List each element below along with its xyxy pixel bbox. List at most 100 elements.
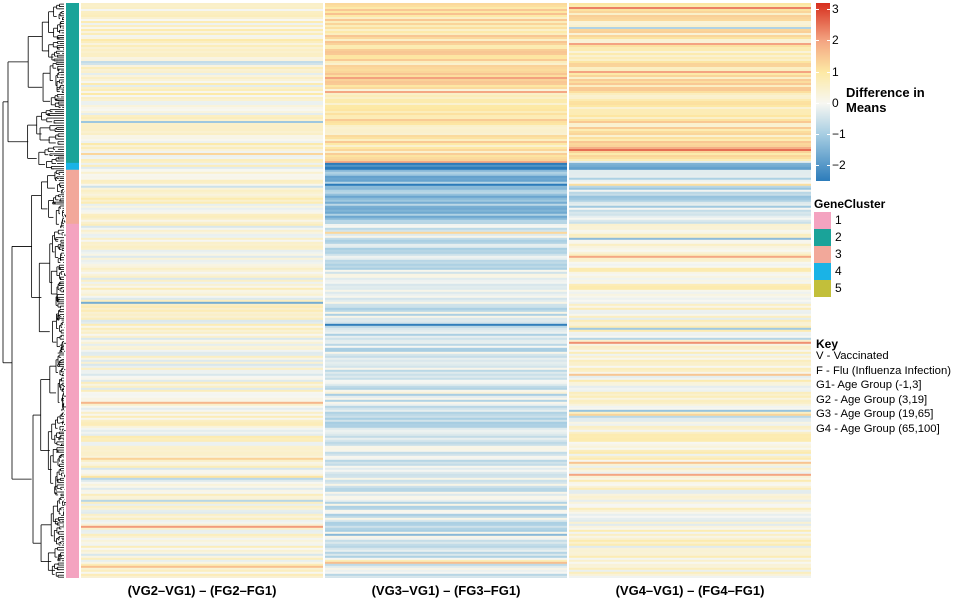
heatmap-cell [325, 119, 567, 122]
heatmap-cell [325, 164, 567, 168]
heatmap-cell [569, 37, 811, 40]
heatmap-cell [569, 111, 811, 114]
color-scale-step [816, 167, 830, 169]
heatmap-cell [569, 103, 811, 106]
heatmap-cell [81, 5, 323, 8]
gene-cluster-swatch [814, 229, 831, 246]
heatmap-cell [569, 379, 811, 383]
heatmap-cell [569, 107, 811, 110]
heatmap-cell [325, 175, 567, 179]
heatmap-cell [325, 445, 567, 449]
heatmap-cell [81, 295, 323, 299]
heatmap-cell [569, 463, 811, 467]
heatmap-cell [81, 339, 323, 343]
color-scale-step [816, 71, 830, 73]
heatmap-cell [81, 263, 323, 267]
heatmap-cell [569, 71, 811, 74]
heatmap-cell [569, 121, 811, 124]
heatmap-cell [81, 17, 323, 20]
heatmap-cell [569, 423, 811, 427]
heatmap-cell [81, 249, 323, 253]
color-scale-tick-label: −2 [832, 158, 846, 173]
heatmap-cell [569, 89, 811, 92]
heatmap-cell [569, 91, 811, 94]
heatmap-cell [569, 151, 811, 154]
heatmap-cell [569, 313, 811, 317]
color-scale-step [816, 172, 830, 174]
color-scale-step [816, 59, 830, 61]
heatmap-cell [325, 187, 567, 191]
color-scale-step [816, 38, 830, 40]
heatmap-cell [569, 193, 811, 197]
heatmap-cell [325, 179, 567, 183]
heatmap-cell [81, 83, 323, 86]
heatmap-cell [325, 257, 567, 261]
heatmap-cell [325, 168, 567, 171]
heatmap-cell [81, 551, 323, 555]
color-scale-step [816, 123, 830, 125]
cluster-bar-segment-4 [66, 162, 79, 171]
heatmap-cell [325, 423, 567, 427]
heatmap-cell [325, 415, 567, 419]
heatmap-cell [81, 409, 323, 413]
heatmap-cell [81, 73, 323, 76]
heatmap-cell [325, 303, 567, 307]
heatmap-cell [569, 79, 811, 82]
heatmap-cell [325, 147, 567, 150]
heatmap-cell [81, 523, 323, 527]
heatmap-cell [569, 575, 811, 578]
heatmap-cell [569, 503, 811, 507]
heatmap-cell [569, 245, 811, 249]
heatmap-cell [81, 21, 323, 24]
column-label-1: (VG2–VG1) – (FG2–FG1) [127, 583, 277, 598]
heatmap-cell [81, 117, 323, 120]
heatmap-cell [81, 457, 323, 461]
heatmap-cell [569, 295, 811, 299]
heatmap-cell [325, 281, 567, 285]
heatmap-cell [325, 413, 567, 417]
heatmap-cell [325, 293, 567, 297]
heatmap-cell [569, 69, 811, 72]
cluster-bar-segment-3 [66, 169, 79, 225]
color-scale-step [816, 120, 830, 122]
heatmap-cell [81, 289, 323, 293]
heatmap-cell [325, 457, 567, 461]
heatmap-cell [325, 519, 567, 523]
heatmap-cell [81, 491, 323, 495]
heatmap-cell [325, 501, 567, 505]
heatmap-cell [81, 449, 323, 453]
heatmap-cell [81, 49, 323, 52]
heatmap-cell [325, 159, 567, 162]
heatmap-cell [81, 147, 323, 150]
heatmap-cell [325, 225, 567, 229]
heatmap-cell [325, 31, 567, 34]
heatmap-cell [81, 105, 323, 108]
heatmap-cell [81, 185, 323, 189]
heatmap-cell [325, 221, 567, 225]
heatmap-cell [569, 507, 811, 511]
color-scale-step [816, 61, 830, 63]
heatmap-cell [325, 151, 567, 154]
heatmap-cell [569, 261, 811, 265]
heatmap-cell [81, 357, 323, 361]
heatmap-cell [81, 39, 323, 42]
heatmap-cell [569, 397, 811, 401]
heatmap-cell [569, 249, 811, 253]
heatmap-cell [569, 363, 811, 367]
heatmap-cell [325, 529, 567, 533]
heatmap-cell [569, 571, 811, 575]
heatmap-cell [81, 239, 323, 243]
heatmap-cell [325, 267, 567, 271]
color-scale-step [816, 6, 830, 8]
heatmap-cell [325, 395, 567, 399]
heatmap-cell [325, 421, 567, 425]
heatmap-cell [569, 95, 811, 98]
heatmap-cell [569, 153, 811, 156]
heatmap-cell [81, 119, 323, 122]
heatmap-cell [325, 227, 567, 231]
heatmap-cell [569, 573, 811, 577]
gene-cluster-swatch [814, 212, 831, 229]
heatmap-cell [325, 391, 567, 395]
heatmap-cell [325, 397, 567, 401]
heatmap-cell [569, 211, 811, 215]
